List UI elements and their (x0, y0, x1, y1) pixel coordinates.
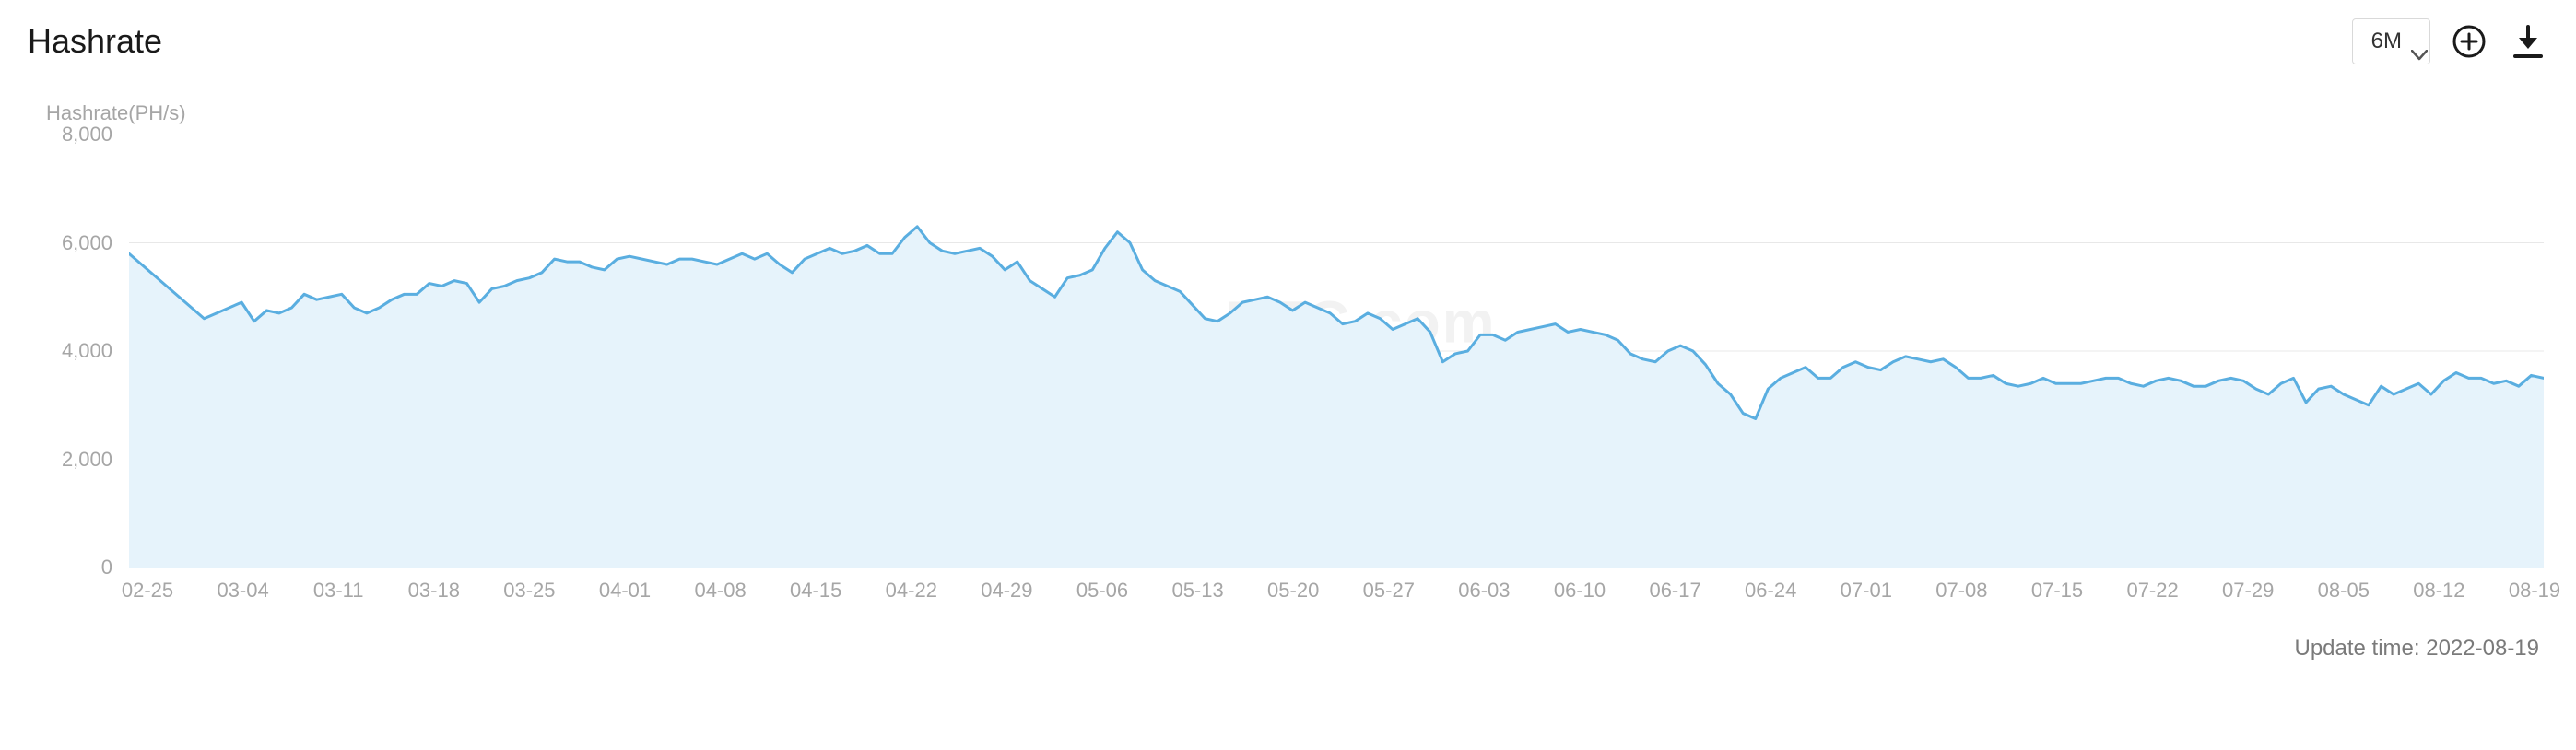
x-tick-label: 07-08 (1935, 579, 1987, 603)
x-tick-label: 02-25 (122, 579, 173, 603)
x-tick-label: 03-04 (217, 579, 268, 603)
range-label: 6M (2371, 29, 2402, 54)
download-button[interactable] (2508, 21, 2548, 62)
y-axis-label: Hashrate(PH/s) (46, 101, 2548, 125)
x-tick-label: 05-13 (1171, 579, 1223, 603)
chart-toolbar: 6M (2352, 18, 2548, 64)
x-tick-label: 05-20 (1267, 579, 1319, 603)
x-tick-label: 03-18 (408, 579, 460, 603)
x-tick-label: 04-01 (599, 579, 651, 603)
y-tick-label: 0 (101, 556, 112, 580)
x-tick-label: 04-08 (694, 579, 746, 603)
y-tick-label: 6,000 (62, 231, 112, 255)
x-tick-label: 05-27 (1363, 579, 1415, 603)
update-label: Update time: (2294, 636, 2419, 661)
x-tick-label: 06-10 (1554, 579, 1606, 603)
chart-area: Hashrate(PH/s) 0 2,000 4,000 6,000 8,000 BTC… (28, 101, 2548, 606)
x-tick-label: 06-03 (1458, 579, 1510, 603)
y-tick-label: 2,000 (62, 448, 112, 472)
x-tick-label: 06-24 (1745, 579, 1796, 603)
zoom-reset-button[interactable] (2449, 21, 2489, 62)
x-tick-label: 03-25 (503, 579, 555, 603)
x-tick-label: 03-11 (313, 579, 364, 603)
x-tick-label: 08-19 (2509, 579, 2560, 603)
x-tick-label: 07-22 (2126, 579, 2178, 603)
range-select[interactable]: 6M (2352, 18, 2430, 64)
x-tick-label: 08-05 (2318, 579, 2370, 603)
x-tick-label: 06-17 (1649, 579, 1700, 603)
x-tick-label: 07-01 (1841, 579, 1892, 603)
x-axis: 02-2503-0403-1103-1803-2504-0104-0804-15… (129, 579, 2548, 606)
y-axis: 02,0004,0006,0008,000 (28, 135, 129, 568)
zoom-plus-icon (2451, 23, 2488, 60)
x-tick-label: 04-15 (790, 579, 841, 603)
y-tick-label: 8,000 (62, 123, 112, 146)
x-tick-label: 04-29 (981, 579, 1032, 603)
x-tick-label: 08-12 (2413, 579, 2464, 603)
page-title: Hashrate (28, 22, 162, 61)
x-tick-label: 05-06 (1076, 579, 1128, 603)
y-tick-label: 4,000 (62, 339, 112, 363)
x-tick-label: 07-15 (2031, 579, 2083, 603)
chart-plot[interactable]: BTC.com (129, 135, 2548, 568)
update-time: Update time: 2022-08-19 (28, 636, 2539, 662)
x-tick-label: 07-29 (2222, 579, 2274, 603)
download-icon (2510, 23, 2547, 60)
x-tick-label: 04-22 (886, 579, 937, 603)
update-value: 2022-08-19 (2426, 636, 2539, 661)
chart-area-fill (129, 227, 2544, 568)
